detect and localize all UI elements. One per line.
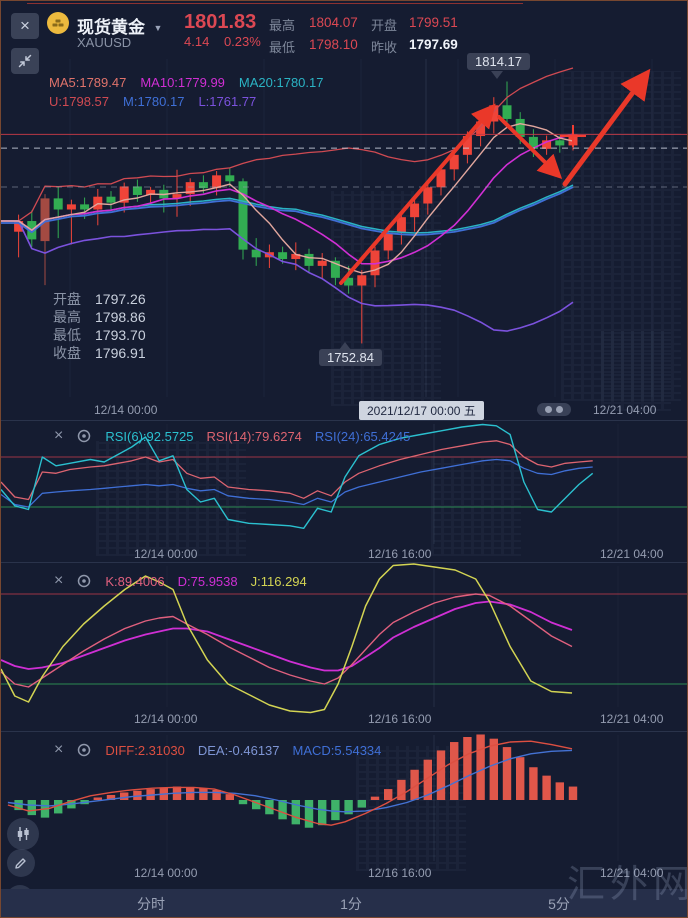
ma5-legend: MA5:1789.47 <box>49 75 127 90</box>
chevron-down-icon: ▼ <box>153 23 163 33</box>
band-l-legend: L:1761.77 <box>198 94 257 109</box>
main-axis-left: 12/14 00:00 <box>94 403 158 417</box>
stat-high-value: 1804.07 <box>309 15 358 30</box>
high-tooltip-pointer <box>491 71 503 79</box>
candlestick-tool-button[interactable] <box>7 818 39 850</box>
stat-low-label: 最低 <box>269 40 296 55</box>
kdj-axis-left: 12/14 00:00 <box>134 712 198 726</box>
change-percent: 0.23% <box>223 34 261 49</box>
rsi6-value: RSI(6):92.5725 <box>105 428 194 444</box>
dot-icon <box>545 406 552 413</box>
ma-legend-row: MA5:1789.47 MA10:1779.99 MA20:1780.17 <box>49 75 324 90</box>
macd-axis-mid: 12/16 16:00 <box>368 866 432 880</box>
change-value: 4.14 <box>184 34 210 49</box>
band-m-legend: M:1780.17 <box>123 94 185 109</box>
rsi-axis-mid: 12/16 16:00 <box>368 547 432 561</box>
main-axis-right: 12/21 04:00 <box>593 403 657 417</box>
macd-panel-header: × DIFF:2.31030 DEA:-0.46137 MACD:5.54334 <box>54 742 381 758</box>
stat-high-label: 最高 <box>269 18 296 33</box>
macd-diff-value: DIFF:2.31030 <box>105 742 185 758</box>
kdj-j-value: J:116.294 <box>250 573 307 589</box>
timeframe-tab-bar: 分时 1分 5分 <box>1 889 687 917</box>
macd-close-icon[interactable]: × <box>54 741 64 758</box>
macd-axis-right: 12/21 04:00 <box>600 866 664 880</box>
macd-dea-value: DEA:-0.46137 <box>197 742 280 758</box>
price-change: 4.14 0.23% <box>184 34 261 49</box>
macd-axis-left: 12/14 00:00 <box>134 866 198 880</box>
band-u-legend: U:1798.57 <box>49 94 109 109</box>
stat-low-value: 1798.10 <box>309 37 358 52</box>
tab-1min[interactable]: 1分 <box>340 896 362 912</box>
hover-close-row: 收盘 1796.91 <box>53 345 146 361</box>
kdj-k-value: K:89.4006 <box>105 573 165 589</box>
pencil-icon <box>15 858 26 869</box>
rsi-axis-left: 12/14 00:00 <box>134 547 198 561</box>
kdj-settings-icon[interactable] <box>76 573 92 589</box>
ma10-legend: MA10:1779.99 <box>140 75 225 90</box>
dot-icon <box>556 406 563 413</box>
macd-macd-value: MACD:5.54334 <box>292 742 382 758</box>
rsi-axis-right: 12/21 04:00 <box>600 547 664 561</box>
symbol-code: XAUUSD <box>77 35 132 50</box>
last-price: 1801.83 <box>184 11 257 33</box>
kdj-close-icon[interactable]: × <box>54 572 64 589</box>
hover-high-row: 最高 1798.86 <box>53 309 146 325</box>
hover-open-row: 开盘 1797.26 <box>53 291 146 307</box>
tab-5min[interactable]: 5分 <box>548 896 570 912</box>
ma20-legend: MA20:1780.17 <box>238 75 324 90</box>
kdj-panel-header: × K:89.4006 D:75.9538 J:116.294 <box>54 573 307 589</box>
symbol-selector[interactable]: 现货黄金 ▼ <box>77 13 162 38</box>
kdj-axis-right: 12/21 04:00 <box>600 712 664 726</box>
stat-prevclose-label: 昨收 <box>371 40 398 55</box>
rsi-settings-icon[interactable] <box>76 428 92 444</box>
pagination-dots[interactable] <box>537 403 571 416</box>
stat-open-label: 开盘 <box>371 18 398 33</box>
rsi-close-icon[interactable]: × <box>54 427 64 444</box>
instrument-icon <box>47 12 69 34</box>
collapse-button[interactable] <box>11 48 39 74</box>
rsi14-value: RSI(14):79.6274 <box>206 428 302 444</box>
kdj-axis-mid: 12/16 16:00 <box>368 712 432 726</box>
close-icon: × <box>20 16 30 35</box>
tab-time-share[interactable]: 分时 <box>137 896 165 912</box>
stat-prevclose-value: 1797.69 <box>409 37 458 52</box>
macd-settings-icon[interactable] <box>76 742 92 758</box>
watermark: 汇外网 <box>567 864 688 906</box>
low-tooltip-pointer <box>339 342 351 350</box>
gold-bars-glyph <box>52 19 64 27</box>
close-button[interactable]: × <box>11 13 39 39</box>
top-accent-line <box>27 3 523 4</box>
high-price-tooltip: 1814.17 <box>467 53 530 70</box>
candlestick-icon <box>17 827 29 841</box>
kdj-d-value: D:75.9538 <box>177 573 238 589</box>
rsi-panel-header: × RSI(6):92.5725 RSI(14):79.6274 RSI(24)… <box>54 428 410 444</box>
draw-tool-button[interactable] <box>7 849 35 877</box>
stat-open-value: 1799.51 <box>409 15 458 30</box>
collapse-icon <box>18 54 32 68</box>
band-legend-row: U:1798.57 M:1780.17 L:1761.77 <box>49 94 256 109</box>
low-price-tooltip: 1752.84 <box>319 349 382 366</box>
hover-low-row: 最低 1793.70 <box>53 327 146 343</box>
symbol-title: 现货黄金 <box>77 18 145 37</box>
hover-ohlc-info: 开盘 1797.26 最高 1798.86 最低 1793.70 收盘 1796.91 <box>53 289 146 361</box>
rsi24-value: RSI(24):65.4245 <box>314 428 411 444</box>
crosshair-time-label: 2021/12/17 00:00 五 <box>359 401 484 420</box>
